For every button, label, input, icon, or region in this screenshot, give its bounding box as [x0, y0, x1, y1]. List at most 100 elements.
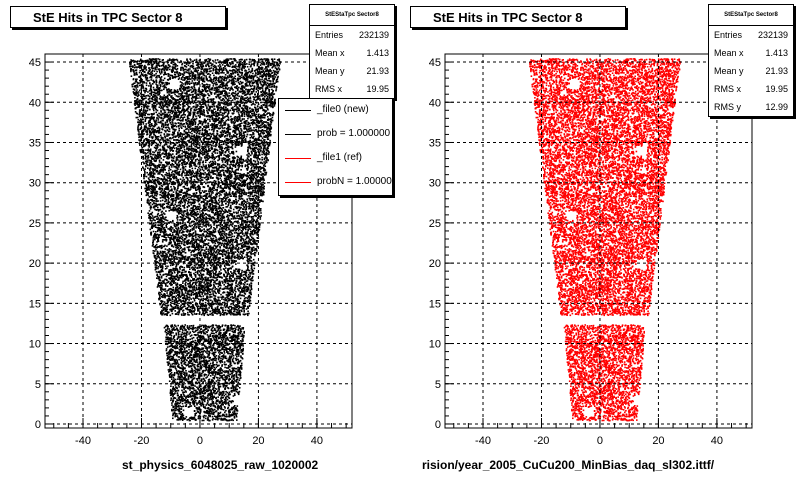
hit-point [177, 78, 180, 80]
hit-point [242, 90, 244, 93]
hit-point [205, 298, 207, 300]
hit-point [150, 100, 152, 103]
hit-point [215, 79, 217, 82]
hit-point [242, 76, 244, 79]
hit-point [153, 219, 155, 221]
hit-point [201, 348, 203, 351]
hit-point [248, 176, 250, 179]
hit-point [186, 345, 188, 347]
hit-point [238, 197, 240, 200]
hit-point [223, 390, 225, 393]
hit-point [210, 346, 212, 348]
hit-point [211, 408, 214, 411]
hit-point [202, 360, 205, 362]
hit-point [237, 332, 239, 334]
hit-point [192, 67, 195, 70]
hit-point [156, 117, 158, 119]
hit-point [235, 284, 237, 287]
hit-point [165, 64, 167, 67]
hit-point [164, 123, 167, 125]
hit-point [217, 230, 220, 232]
hit-point [219, 343, 221, 346]
hit-point [176, 214, 179, 217]
hit-point [241, 357, 243, 359]
hit-point [214, 295, 217, 297]
hit-point [154, 165, 156, 168]
hit-point [206, 217, 208, 220]
hit-point [215, 388, 218, 390]
hit-point [153, 200, 156, 202]
hit-point [221, 80, 223, 83]
hit-point [213, 205, 215, 207]
hit-point [197, 244, 200, 247]
hit-point [238, 125, 241, 128]
hit-point [192, 391, 194, 393]
hit-point [202, 297, 205, 300]
hit-point [211, 419, 214, 421]
hit-point [138, 131, 140, 133]
hit-point [162, 239, 165, 241]
hit-point [213, 197, 216, 200]
hit-point [202, 307, 204, 310]
hit-point [237, 303, 239, 305]
hit-point [220, 153, 223, 156]
hit-point [175, 402, 178, 405]
hit-point [206, 283, 209, 285]
hit-point [174, 363, 176, 365]
hit-point [241, 342, 243, 345]
hit-point [164, 278, 166, 281]
hit-point [148, 146, 150, 148]
hit-point [225, 398, 227, 400]
hit-point [170, 348, 172, 350]
hit-point [190, 293, 193, 295]
hit-point [177, 178, 179, 181]
hit-point [266, 73, 269, 76]
hit-point [215, 78, 218, 81]
hit-point [157, 126, 160, 129]
hit-point [172, 69, 174, 71]
hit-point [147, 95, 150, 97]
hit-point [263, 63, 266, 66]
hit-point [206, 253, 208, 255]
hit-point [151, 178, 154, 181]
hit-point [184, 92, 186, 94]
hit-point [180, 212, 182, 215]
hit-point [208, 168, 210, 171]
hit-point [195, 159, 197, 161]
hit-point [254, 129, 257, 131]
hit-point [235, 162, 238, 164]
hit-point [253, 156, 255, 158]
hit-point [199, 177, 202, 180]
hit-point [149, 108, 151, 111]
hit-point [210, 141, 213, 143]
hit-point [204, 244, 207, 246]
hit-point [173, 177, 175, 179]
hit-point [170, 274, 173, 277]
hit-point [177, 195, 179, 198]
hit-point [163, 282, 165, 284]
hit-point [242, 274, 245, 276]
hit-point [229, 125, 231, 128]
hit-point [226, 176, 229, 178]
hit-point [167, 98, 170, 101]
hit-point [183, 394, 185, 396]
hit-point [156, 277, 158, 279]
hit-point [216, 133, 219, 136]
hit-point [191, 364, 194, 366]
hit-point [243, 185, 246, 187]
hit-point [193, 74, 196, 77]
hit-point [193, 179, 196, 181]
hit-point [250, 168, 253, 170]
hit-point [172, 153, 174, 155]
hit-point [238, 95, 240, 98]
hit-point [173, 299, 176, 302]
hit-point [207, 303, 210, 306]
hit-point [227, 254, 229, 257]
hit-point [222, 150, 224, 152]
hit-point [242, 224, 244, 226]
hit-point [165, 219, 167, 221]
hit-point [159, 87, 161, 89]
hit-point [191, 237, 193, 240]
hit-point [240, 368, 243, 370]
hit-point [208, 143, 211, 146]
